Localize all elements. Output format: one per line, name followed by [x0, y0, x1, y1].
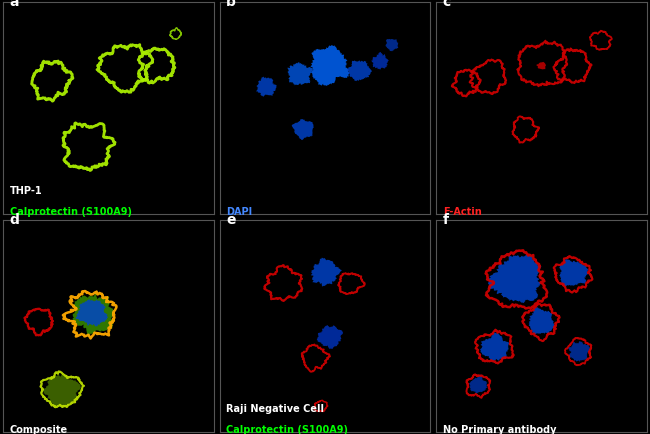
Polygon shape: [73, 293, 114, 335]
Polygon shape: [528, 307, 554, 334]
Polygon shape: [480, 332, 509, 361]
Text: d: d: [10, 213, 20, 227]
Polygon shape: [346, 60, 372, 81]
Polygon shape: [385, 39, 398, 51]
Polygon shape: [317, 325, 343, 349]
Polygon shape: [76, 299, 108, 326]
Polygon shape: [311, 45, 349, 86]
Polygon shape: [488, 255, 541, 303]
Polygon shape: [287, 62, 313, 85]
Text: No Primary antibody: No Primary antibody: [443, 425, 556, 434]
Polygon shape: [371, 52, 389, 69]
Polygon shape: [469, 375, 488, 394]
Text: b: b: [226, 0, 236, 9]
Text: Composite: Composite: [10, 425, 68, 434]
Polygon shape: [536, 62, 546, 69]
Text: a: a: [10, 0, 19, 9]
Polygon shape: [292, 119, 314, 140]
Polygon shape: [311, 258, 342, 286]
Text: Calprotectin (S100A9): Calprotectin (S100A9): [226, 425, 348, 434]
Text: c: c: [443, 0, 451, 9]
Polygon shape: [256, 76, 277, 96]
Polygon shape: [568, 341, 590, 362]
Text: f: f: [443, 213, 448, 227]
Text: Raji Negative Cell: Raji Negative Cell: [226, 404, 324, 414]
Text: THP-1: THP-1: [10, 186, 42, 196]
Text: DAPI: DAPI: [226, 207, 252, 217]
Text: e: e: [226, 213, 236, 227]
Text: Calprotectin (S100A9): Calprotectin (S100A9): [10, 207, 131, 217]
Text: F-Actin: F-Actin: [443, 207, 482, 217]
Polygon shape: [42, 375, 81, 407]
Polygon shape: [559, 259, 589, 286]
